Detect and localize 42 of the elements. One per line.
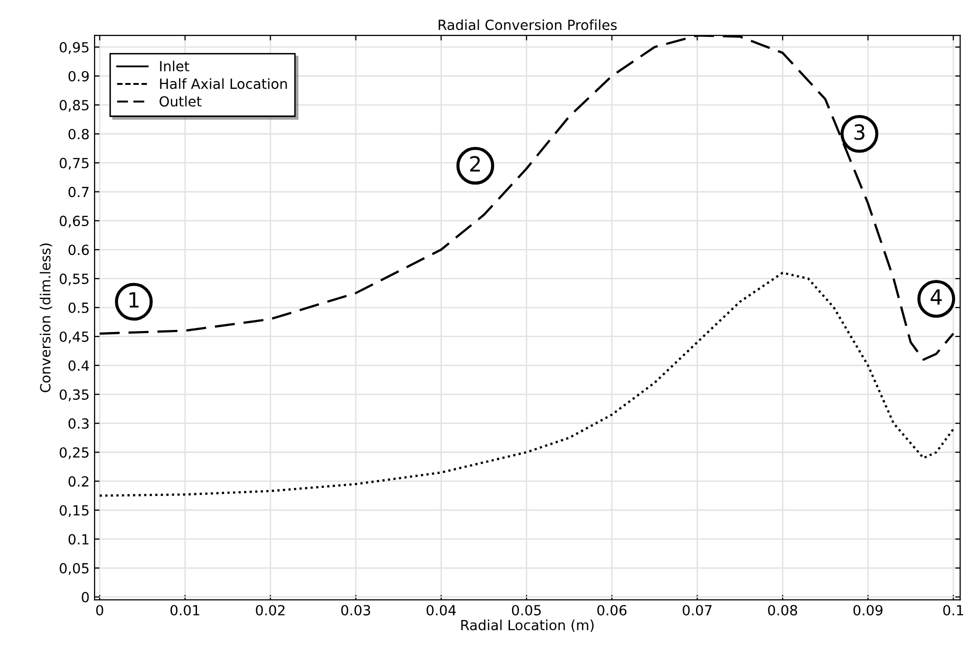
y-tick-label: 0.2 <box>68 476 88 487</box>
y-tick-label: 0,75 <box>60 158 88 170</box>
x-tick-label: 0.08 <box>768 604 798 616</box>
annotation: 2 <box>470 156 480 172</box>
x-tick-label: 0.06 <box>597 604 626 616</box>
x-tick-label: 0.01 <box>170 604 200 616</box>
legend-label: Half Axial Location <box>160 78 287 90</box>
annotation: 3 <box>854 124 864 140</box>
x-tick-label: 0.04 <box>426 604 456 616</box>
y-tick-label: 0.6 <box>68 244 89 256</box>
y-axis-title: Conversion (dim.less) <box>40 244 52 392</box>
x-tick-label: 0.03 <box>341 604 370 616</box>
y-tick-label: 0,15 <box>60 505 88 518</box>
legend-label: Outlet <box>160 96 202 107</box>
y-tick-label: 0 <box>82 592 89 602</box>
annotation: 1 <box>130 292 139 308</box>
x-tick-label: 0.09 <box>853 604 882 616</box>
x-axis-title: Radial Location (m) <box>461 620 594 632</box>
y-tick-label: 0,95 <box>60 42 88 54</box>
y-tick-label: 0,55 <box>60 274 88 286</box>
y-tick-label: 0.7 <box>68 186 89 198</box>
x-tick-label: 0.05 <box>512 604 541 616</box>
y-tick-label: 0,45 <box>60 331 88 344</box>
y-tick-label: 0.9 <box>68 70 89 82</box>
y-tick-label: 0.3 <box>68 418 89 429</box>
y-tick-label: 0.4 <box>68 360 89 371</box>
chart-title: Radial Conversion Profiles <box>438 19 617 30</box>
y-tick-label: 0.1 <box>68 534 88 545</box>
annotation: 4 <box>930 289 942 305</box>
x-tick-label: 0 <box>96 604 104 616</box>
y-tick-label: 0,65 <box>60 216 88 228</box>
line-series <box>98 272 954 497</box>
x-tick-label: 0.07 <box>682 604 712 616</box>
y-tick-label: 0.5 <box>68 302 88 314</box>
x-tick-label: 0.1 <box>943 604 964 616</box>
y-tick-label: 0,35 <box>60 389 88 402</box>
y-tick-label: 0,85 <box>60 100 88 112</box>
legend-label: Inlet <box>160 60 190 72</box>
y-tick-label: 0,05 <box>60 562 88 575</box>
y-tick-label: 0.8 <box>68 128 89 140</box>
x-tick-label: 0.02 <box>256 604 284 616</box>
y-tick-label: 0,25 <box>60 447 88 460</box>
